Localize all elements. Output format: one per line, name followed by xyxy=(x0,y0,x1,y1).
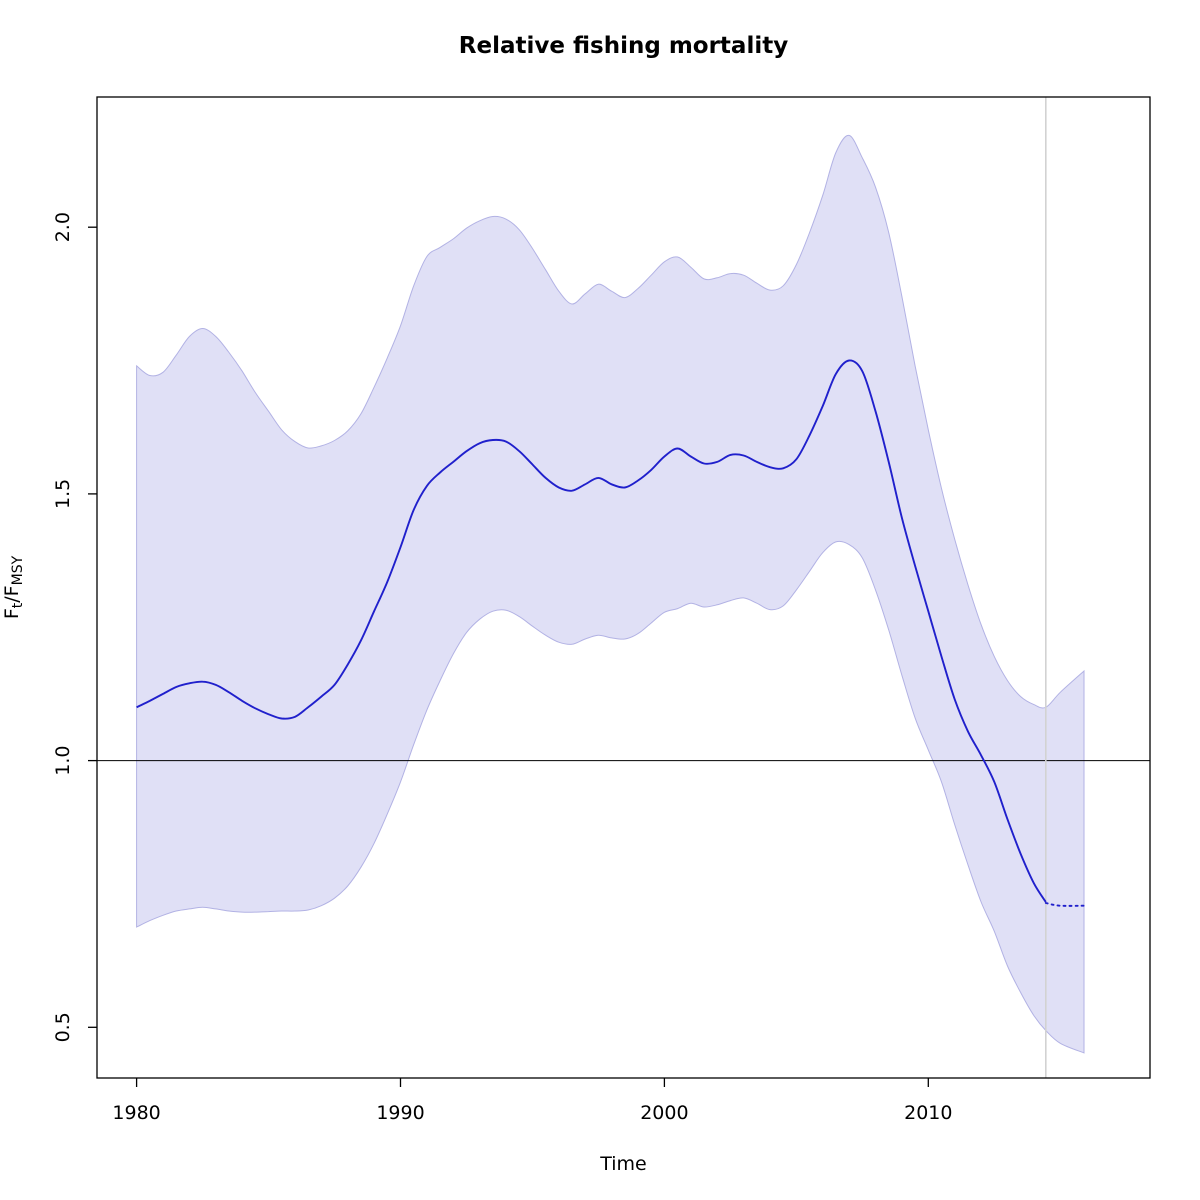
y-tick-label: 1.5 xyxy=(52,479,74,509)
chart-title: Relative fishing mortality xyxy=(458,33,789,59)
median-line xyxy=(136,359,1047,903)
median-prediction-dotted xyxy=(1044,902,1085,907)
x-tick-label: 1990 xyxy=(376,1102,424,1124)
y-tick-label: 2.0 xyxy=(52,212,74,242)
y-axis-label: Ft/FMSY xyxy=(1,555,26,619)
x-tick-label: 2000 xyxy=(640,1102,688,1124)
x-tick-label: 1980 xyxy=(112,1102,160,1124)
y-tick-label: 0.5 xyxy=(52,1012,74,1042)
x-tick-label: 2010 xyxy=(904,1102,952,1124)
y-tick-label: 1.0 xyxy=(52,745,74,775)
confidence-band xyxy=(136,134,1085,1054)
x-axis-label: Time xyxy=(599,1153,647,1175)
plot-box xyxy=(96,96,1151,1079)
